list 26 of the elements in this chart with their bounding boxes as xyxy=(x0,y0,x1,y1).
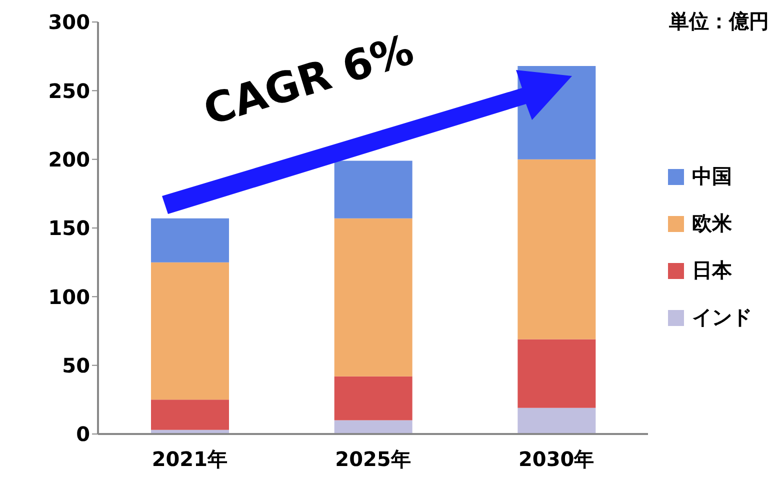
y-tick-label: 200 xyxy=(48,147,90,172)
y-tick-label: 250 xyxy=(48,78,90,103)
legend-label: インド xyxy=(692,304,752,331)
x-tick-label: 2021年 xyxy=(152,447,228,472)
text: 単位：億円 xyxy=(669,8,769,35)
bar xyxy=(151,262,229,400)
y-tick-label: 150 xyxy=(48,216,90,240)
bar xyxy=(334,376,412,420)
annotation: CAGR 6% xyxy=(198,24,419,135)
y-tick-label: 100 xyxy=(48,284,90,309)
legend-label: 日本 xyxy=(692,257,732,284)
legend-label: 欧米 xyxy=(692,210,732,237)
bar xyxy=(334,160,412,218)
legend-label: 中国 xyxy=(692,163,732,190)
y-tick-label: 0 xyxy=(76,422,90,446)
x-tick-label: 2030年 xyxy=(518,447,594,472)
bar xyxy=(151,400,229,430)
y-tick-label: 50 xyxy=(62,353,90,378)
bar xyxy=(518,408,596,434)
bar xyxy=(151,218,229,262)
bar xyxy=(518,159,596,340)
y-tick-label: 300 xyxy=(48,10,90,34)
bar xyxy=(334,420,412,434)
bar xyxy=(334,218,412,376)
x-tick-label: 2025年 xyxy=(335,447,411,472)
bar xyxy=(518,339,596,408)
